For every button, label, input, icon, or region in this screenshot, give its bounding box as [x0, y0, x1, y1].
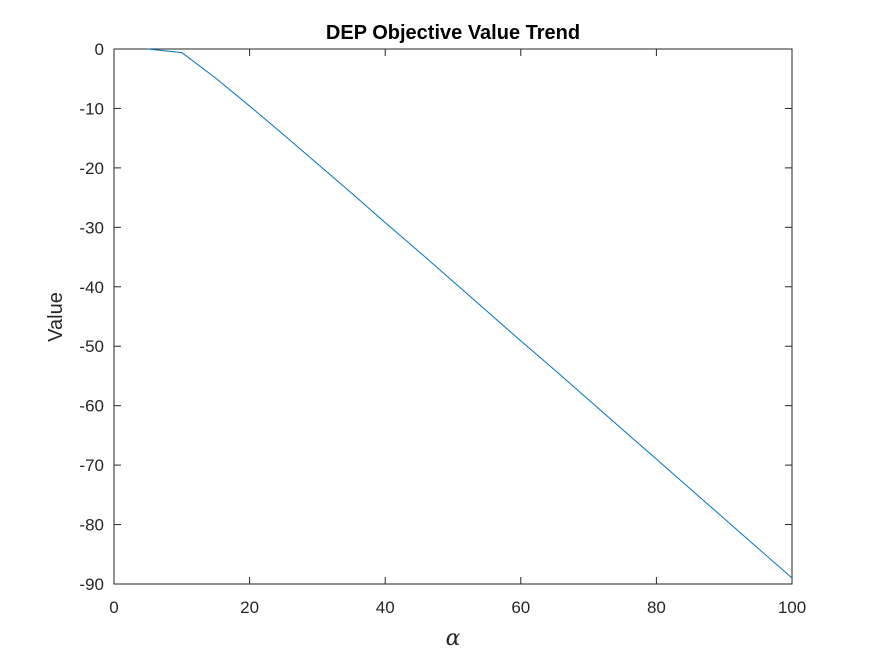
data-line [147, 48, 793, 579]
y-tick-label: -50 [79, 337, 104, 356]
y-axis-label: Value [45, 292, 67, 342]
x-axis-label: α [446, 626, 461, 651]
plot-area: 0 20 40 60 80 100 0 -10 -20 -30 -40 -50 -60 -70 -80 -90 [79, 40, 806, 617]
y-tick-label: 0 [95, 40, 104, 59]
y-tick-label: -20 [79, 159, 104, 178]
x-tick-label: 60 [511, 598, 530, 617]
chart-title: DEP Objective Value Trend [326, 22, 580, 44]
x-tick-label: 40 [376, 598, 395, 617]
y-tick-label: -10 [79, 99, 104, 118]
y-tick-label: -80 [79, 516, 104, 535]
x-tick-label: 20 [240, 598, 259, 617]
x-tick-label: 0 [109, 598, 118, 617]
x-tick-label: 80 [647, 598, 666, 617]
x-tick-label: 100 [778, 598, 806, 617]
y-tick-label: -90 [79, 575, 104, 594]
y-tick-label: -40 [79, 278, 104, 297]
y-tick-label: -30 [79, 218, 104, 237]
axes-box [113, 48, 793, 585]
y-tick-label: -70 [79, 456, 104, 475]
y-tick-label: -60 [79, 397, 104, 416]
